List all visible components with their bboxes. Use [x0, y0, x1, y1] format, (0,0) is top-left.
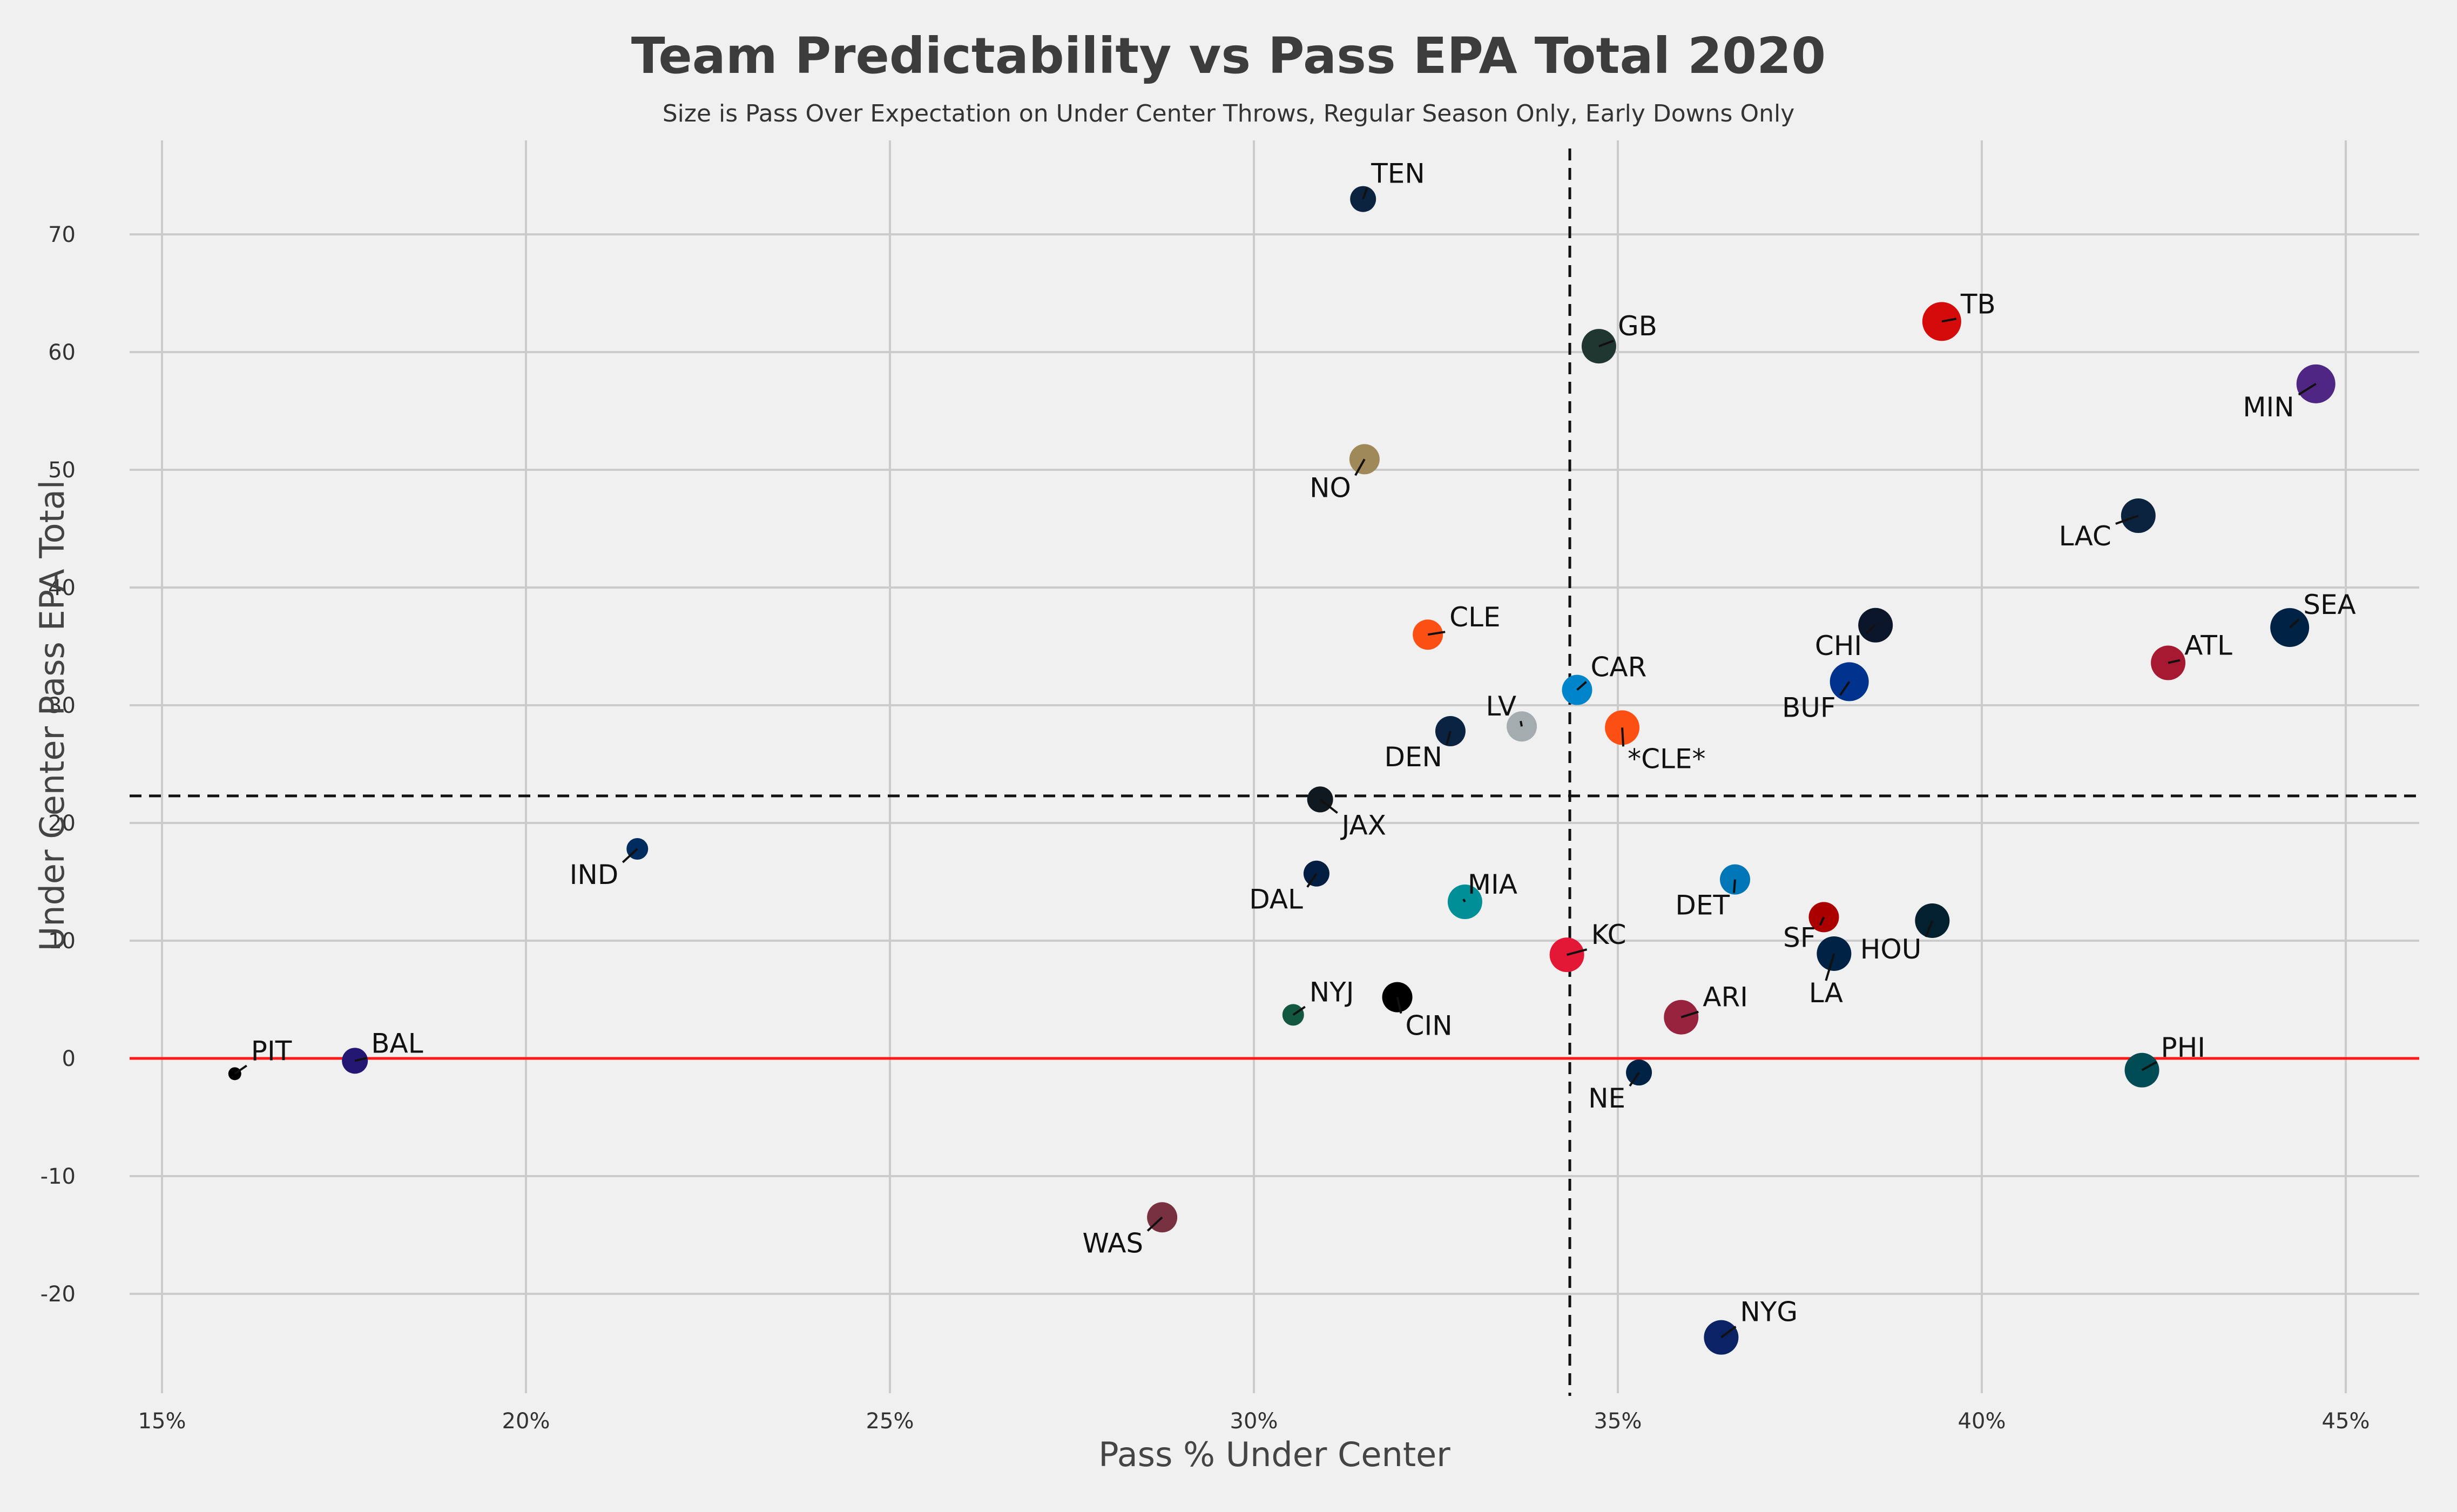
point-label: SEA [2303, 589, 2356, 620]
point-label: LV [1486, 691, 1516, 722]
label-leader-line [1680, 1010, 1699, 1018]
x-tick-label: 25% [866, 1409, 914, 1434]
label-leader-line [1720, 1326, 1737, 1339]
label-leader-line [1146, 1216, 1163, 1232]
point-label: SF [1783, 922, 1816, 953]
point-label: MIN [2243, 392, 2294, 423]
point-label: DAL [1249, 884, 1303, 915]
point-label: MIA [1468, 869, 1517, 900]
point-label: NE [1588, 1083, 1625, 1114]
point-label: *CLE* [1628, 743, 1705, 774]
label-leader-line [2289, 618, 2300, 629]
point-label: CLE [1449, 602, 1500, 633]
label-leader-line [1576, 681, 1587, 691]
point-label: NYJ [1310, 976, 1354, 1008]
point-label: NO [1310, 472, 1351, 503]
point-label: KC [1591, 919, 1626, 950]
point-label: BUF [1782, 692, 1836, 723]
label-leader-line [1292, 1005, 1306, 1016]
point-label: CIN [1406, 1010, 1453, 1042]
y-tick-label: 0 [62, 1047, 76, 1071]
label-leader-line [1354, 458, 1366, 476]
x-tick-label: 30% [1230, 1409, 1278, 1434]
point-label: BAL [371, 1028, 423, 1059]
point-label: DEN [1384, 741, 1442, 773]
point-label: GB [1618, 310, 1657, 342]
chart-subtitle: Size is Pass Over Expectation on Under C… [663, 100, 1795, 127]
point-labels: TEN GB TB MIN NO LAC CLE CHI SEA ATL CAR BUF LV DEN *C… [234, 158, 2356, 1339]
y-tick-label: 40 [48, 576, 76, 600]
point-label: DET [1675, 890, 1730, 921]
point-label: HOU [1860, 934, 1922, 965]
label-leader-line [1839, 681, 1851, 696]
y-axis-label: Under Center Pass EPA Total [32, 480, 72, 951]
label-leader-line [1941, 318, 1957, 323]
label-leader-line [1520, 720, 1523, 727]
chart-title: Team Predictability vs Pass EPA Total 20… [631, 27, 1826, 85]
point-label: PIT [251, 1035, 292, 1066]
y-tick-label: 60 [48, 340, 76, 365]
label-leader-line [1925, 920, 1934, 937]
label-leader-line [234, 1064, 247, 1075]
y-tick-label: 70 [48, 222, 76, 247]
point-label: PHI [2161, 1032, 2206, 1063]
point-label: TB [1960, 288, 1996, 320]
x-tick-label: 20% [502, 1409, 550, 1434]
point-label: IND [570, 859, 619, 890]
label-leader-line [1567, 948, 1588, 956]
point-label: ATL [2184, 630, 2232, 662]
label-leader-line [1446, 731, 1452, 745]
y-tick-label: 10 [48, 929, 76, 954]
point-label: WAS [1082, 1227, 1143, 1259]
label-leader-line [1621, 727, 1625, 747]
x-tick-label: 45% [2322, 1409, 2370, 1434]
label-leader-line [1825, 953, 1835, 981]
point-label: CAR [1591, 652, 1647, 683]
label-leader-line [2168, 659, 2181, 664]
x-tick-label: 15% [138, 1409, 186, 1434]
point-label: TEN [1371, 158, 1425, 190]
label-leader-line [1598, 340, 1614, 347]
grid [130, 140, 2419, 1393]
label-leader-line [2298, 383, 2317, 396]
y-tick-label: -20 [40, 1282, 76, 1307]
label-leader-line [2141, 1061, 2157, 1071]
point-label: LAC [2059, 521, 2111, 552]
label-leader-line [354, 1057, 367, 1062]
label-leader-line [1819, 916, 1825, 926]
label-leader-line [1306, 873, 1318, 888]
point-label: LA [1809, 977, 1843, 1009]
y-tick-label: 20 [48, 811, 76, 836]
label-leader-line [1319, 798, 1338, 814]
y-tick-label: 30 [48, 693, 76, 718]
point-label: ARI [1703, 982, 1748, 1013]
label-leader-line [622, 848, 638, 863]
point-label: CHI [1815, 630, 1862, 662]
y-tick-label: -10 [40, 1164, 76, 1189]
label-leader-line [2115, 515, 2139, 525]
point-label: JAX [1340, 809, 1386, 841]
y-tick-label: 50 [48, 458, 76, 483]
label-leader-line [1362, 187, 1368, 200]
label-leader-line [1462, 899, 1466, 903]
x-tick-label: 40% [1958, 1409, 2006, 1434]
tick-labels: 15% 20% 25% 30% 35% 40% 45% -20 -10 0 10 20 30 40 50 60… [40, 222, 2370, 1434]
point-label: NYG [1740, 1297, 1798, 1328]
x-tick-label: 35% [1594, 1409, 1642, 1434]
label-leader-line [1865, 624, 1877, 634]
x-axis-label: Pass % Under Center [1098, 1435, 1450, 1474]
label-leader-line [1733, 879, 1737, 893]
label-leader-line [1396, 997, 1402, 1014]
label-leader-line [1427, 631, 1446, 636]
label-leader-line [1629, 1072, 1640, 1087]
reference-lines [130, 148, 2419, 1396]
